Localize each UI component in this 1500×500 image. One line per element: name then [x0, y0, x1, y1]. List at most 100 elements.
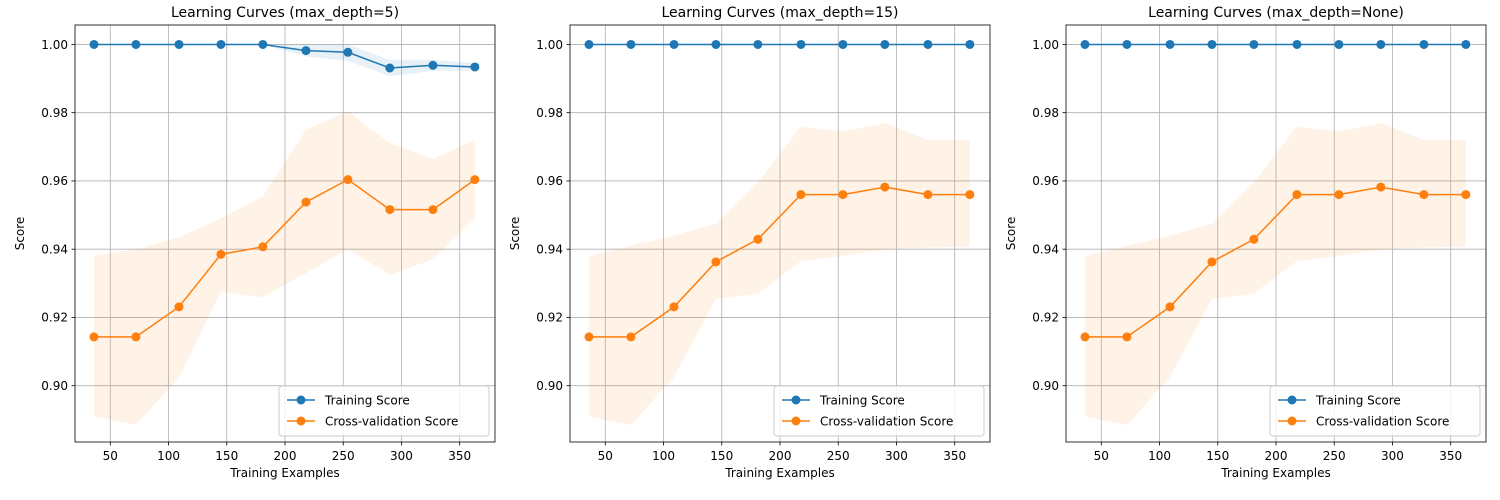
cv-score-line	[93, 178, 476, 338]
training-score-point	[385, 63, 395, 73]
training-score-point	[258, 39, 268, 49]
x-tick-label: 50	[103, 449, 118, 463]
y-axis-label: Score	[13, 217, 27, 251]
training-score-point	[343, 47, 353, 57]
y-tick-label: 0.94	[536, 242, 563, 256]
x-axis-label: Training Examples	[724, 466, 834, 480]
cv-score-std-band	[588, 122, 970, 425]
cv-score-point	[1249, 234, 1259, 244]
x-tick-label: 150	[215, 449, 238, 463]
cv-score-line	[1084, 186, 1466, 338]
training-score-point	[923, 39, 933, 49]
legend: Training Score Cross-validation Score	[1269, 385, 1481, 437]
cv-score-point	[385, 205, 395, 215]
training-score-point	[838, 39, 848, 49]
training-score-point	[796, 39, 806, 49]
cv-score-point	[626, 332, 636, 342]
y-tick-label: 0.94	[41, 242, 68, 256]
training-score-point	[1080, 39, 1090, 49]
x-tick-label: 100	[157, 449, 180, 463]
cv-score-point	[880, 182, 890, 192]
y-tick-label: 0.90	[41, 379, 68, 393]
legend-training-score-marker	[296, 395, 306, 405]
training-score-point	[669, 39, 679, 49]
legend-cv-score-marker	[1287, 416, 1297, 426]
chart-title: Learning Curves (max_depth=5)	[171, 5, 399, 21]
cv-score-point	[838, 190, 848, 200]
cv-score-point	[258, 242, 268, 252]
cv-score-point	[343, 175, 353, 185]
x-tick-label: 250	[1323, 449, 1346, 463]
legend-cv-score-label: Cross-validation Score	[820, 414, 953, 428]
legend-training-score-marker	[1287, 395, 1297, 405]
training-score-point	[1461, 39, 1471, 49]
chart-title: Learning Curves (max_depth=15)	[662, 5, 899, 21]
x-axis-label: Training Examples	[1220, 466, 1330, 480]
x-tick-label: 350	[1439, 449, 1462, 463]
y-tick-label: 0.92	[1032, 311, 1059, 325]
x-tick-label: 300	[1381, 449, 1404, 463]
cv-score-std-band	[93, 110, 475, 425]
grid-lines	[75, 25, 495, 442]
training-score-point	[1376, 39, 1386, 49]
y-tick-label: 0.96	[1032, 174, 1059, 188]
training-score-point	[1122, 39, 1132, 49]
y-tick-label: 0.98	[536, 106, 563, 120]
legend-box	[773, 385, 985, 437]
y-tick-label: 0.98	[1032, 106, 1059, 120]
x-tick-label: 250	[332, 449, 355, 463]
chart-title: Learning Curves (max_depth=None)	[1148, 5, 1404, 21]
y-tick-label: 0.98	[41, 106, 68, 120]
y-tick-label: 1.00	[1032, 38, 1059, 52]
cv-score-point	[923, 190, 933, 200]
x-tick-label: 200	[274, 449, 297, 463]
chart-panel-1: 50 100 150 200 250 300 350 0.90 0.92 0.94 0.96 0.98…	[13, 5, 496, 480]
cv-score-point	[1080, 332, 1090, 342]
cv-score-point	[1461, 190, 1471, 200]
training-score-point	[131, 39, 141, 49]
training-score-point	[1292, 39, 1302, 49]
training-score-point	[174, 39, 184, 49]
legend-cv-score-label: Cross-validation Score	[1316, 414, 1449, 428]
cv-score-point	[1334, 190, 1344, 200]
y-tick-label: 0.94	[1032, 242, 1059, 256]
x-tick-label: 150	[710, 449, 733, 463]
legend-training-score-label: Training Score	[324, 393, 410, 407]
training-score-std-band	[93, 44, 475, 77]
cv-score-point	[584, 332, 594, 342]
chart-panel-2: 50 100 150 200 250 300 350 0.90 0.92 0.94 0.96 0.98…	[508, 5, 991, 480]
cv-score-point	[216, 249, 226, 259]
y-tick-label: 0.96	[41, 174, 68, 188]
legend: Training Score Cross-validation Score	[773, 385, 985, 437]
cv-score-point	[428, 205, 438, 215]
cv-score-point	[1165, 302, 1175, 312]
legend-cv-score-marker	[791, 416, 801, 426]
x-tick-label: 150	[1206, 449, 1229, 463]
x-tick-label: 350	[448, 449, 471, 463]
cv-score-point	[89, 332, 99, 342]
training-score-point	[584, 39, 594, 49]
y-axis-label: Score	[508, 217, 522, 251]
cv-score-point	[1419, 190, 1429, 200]
x-tick-label: 100	[652, 449, 675, 463]
cv-score-point	[174, 302, 184, 312]
chart-panel-3: 50 100 150 200 250 300 350 0.90 0.92 0.94 0.96 0.98…	[1004, 5, 1487, 480]
training-score-point	[1207, 39, 1217, 49]
training-score-point	[428, 60, 438, 70]
cv-score-point	[711, 257, 721, 267]
x-tick-label: 100	[1148, 449, 1171, 463]
x-tick-label: 200	[769, 449, 792, 463]
x-tick-label: 50	[598, 449, 613, 463]
legend-training-score-label: Training Score	[819, 393, 905, 407]
x-tick-label: 300	[390, 449, 413, 463]
training-score-point	[1249, 39, 1259, 49]
cv-score-point	[1376, 182, 1386, 192]
y-tick-label: 0.96	[536, 174, 563, 188]
y-tick-label: 0.92	[41, 311, 68, 325]
legend-box	[278, 385, 490, 437]
cv-score-point	[1207, 257, 1217, 267]
training-score-point	[216, 39, 226, 49]
training-score-point	[711, 39, 721, 49]
